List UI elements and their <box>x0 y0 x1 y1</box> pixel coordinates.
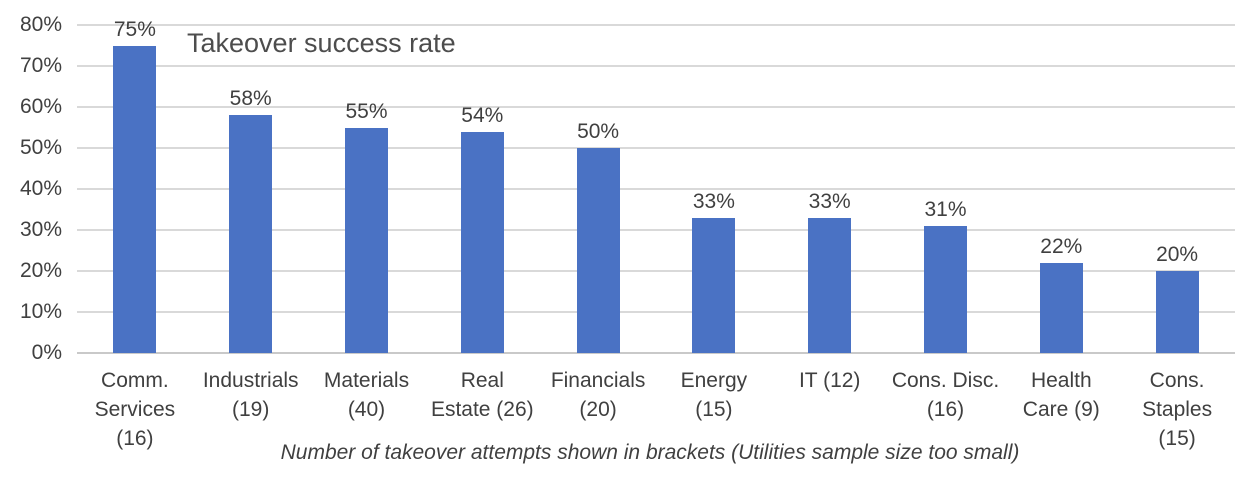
y-tick-label: 50% <box>19 136 62 159</box>
bar <box>576 148 620 353</box>
x-category-label-line: Cons. <box>1149 369 1205 392</box>
bar <box>924 225 967 353</box>
x-category-label-line: (15) <box>695 398 733 421</box>
gridline <box>77 24 1235 26</box>
bar <box>345 127 388 353</box>
bar-value-label: 75% <box>113 17 156 41</box>
x-category-label-line: Staples <box>1142 398 1213 421</box>
gridline <box>77 311 1235 313</box>
gridline <box>77 147 1235 149</box>
x-category-label-line: Materials <box>323 369 410 392</box>
x-category-label-line: (40) <box>347 398 386 421</box>
chart-footnote: Number of takeover attempts shown in bra… <box>280 441 1020 464</box>
bar <box>692 217 736 353</box>
bar <box>229 115 273 353</box>
x-category-label-line: Services <box>94 398 176 421</box>
bar-value-label: 50% <box>577 120 620 143</box>
y-tick-label: 80% <box>19 13 62 36</box>
gridline <box>77 106 1235 108</box>
x-category-label: Cons. Disc. (16) <box>886 366 1006 424</box>
bar <box>1155 271 1199 353</box>
x-category-label: Energy (15) <box>654 366 774 424</box>
chart-title: Takeover success rate <box>187 28 456 58</box>
x-category-label-line: (19) <box>232 398 270 421</box>
bar <box>113 45 157 353</box>
x-category-label-line: Care (9) <box>1022 398 1100 421</box>
x-category-label: Health Care (9) <box>1001 366 1121 424</box>
gridline <box>77 270 1235 272</box>
y-tick-label: 30% <box>19 218 62 241</box>
gridline <box>77 65 1235 67</box>
x-category-label-line: Industrials <box>202 369 299 392</box>
x-category-label: Comm. Services (16) <box>75 366 195 453</box>
y-tick-label: 10% <box>19 300 62 323</box>
bar-value-label: 54% <box>461 103 504 127</box>
bar-value-label: 22% <box>1040 234 1083 258</box>
x-category-label-line: (16) <box>116 427 154 450</box>
x-category-label-line: Real <box>460 369 504 392</box>
bar <box>808 217 852 353</box>
x-category-label: Real Estate (26) <box>422 366 542 424</box>
bar-value-label: 33% <box>808 189 851 213</box>
x-category-label-line: Cons. Disc. <box>891 369 1000 392</box>
x-category-label-line: IT (12) <box>798 369 861 392</box>
bar-value-label: 33% <box>692 189 735 213</box>
x-axis-line <box>77 352 1235 354</box>
x-category-label-line: (20) <box>579 398 617 421</box>
x-category-label: Industrials (19) <box>191 366 311 424</box>
bar <box>460 131 504 353</box>
gridline <box>77 229 1235 231</box>
y-tick-label: 40% <box>19 177 62 200</box>
bar-value-label: 58% <box>229 87 272 111</box>
x-category-label: Financials (20) <box>538 366 658 424</box>
y-tick-label: 20% <box>19 259 62 282</box>
bar-value-label: 20% <box>1156 243 1199 266</box>
x-category-label: Materials (40) <box>307 366 427 424</box>
bar-value-label: 31% <box>924 197 967 221</box>
x-category-label: Cons. Staples (15) <box>1117 366 1237 453</box>
x-category-label-line: Health <box>1030 369 1092 392</box>
x-category-label: IT (12) <box>770 366 890 395</box>
x-category-label-line: (16) <box>926 398 965 421</box>
y-tick-label: 60% <box>19 95 62 118</box>
x-category-label-line: Comm. <box>101 369 169 392</box>
x-category-label-line: Estate (26) <box>430 398 534 421</box>
bar-value-label: 55% <box>345 99 388 123</box>
x-category-label-line: Financials <box>550 369 646 392</box>
x-category-label-line: Energy <box>680 369 748 392</box>
y-tick-label: 70% <box>19 54 62 77</box>
gridline <box>77 188 1235 190</box>
bar <box>1039 262 1083 353</box>
x-category-label-line: (15) <box>1158 427 1196 450</box>
y-tick-label: 0% <box>31 341 62 364</box>
